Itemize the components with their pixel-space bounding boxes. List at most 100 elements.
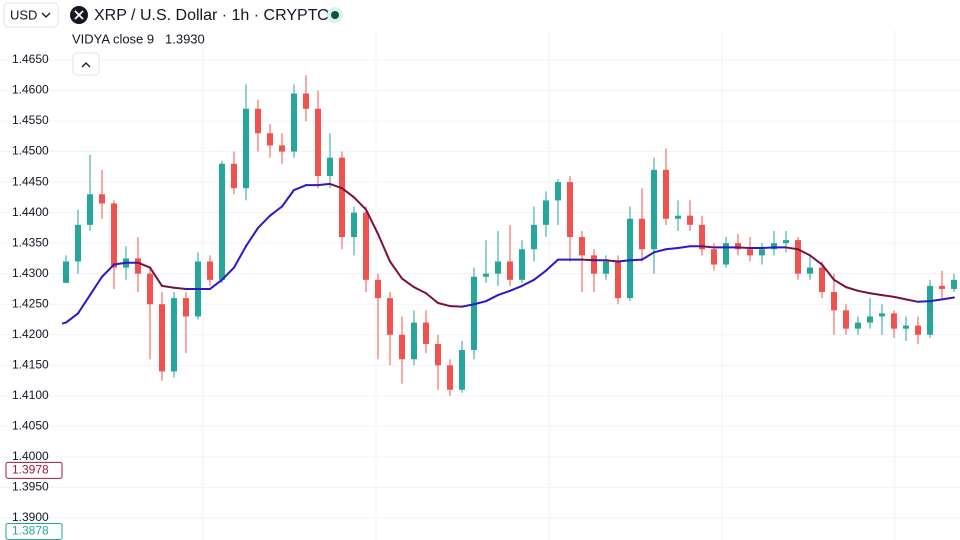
indicator-segment — [209, 278, 223, 290]
indicator-segment — [425, 292, 439, 305]
y-axis: 1.3900 1.3950 1.4000 1.4050 1.4100 1.4150 1.42… — [5, 52, 63, 540]
candle-body — [891, 313, 897, 329]
candle-body — [375, 279, 381, 299]
candle-body — [591, 255, 597, 274]
candle-body — [339, 157, 345, 238]
indicator-name: VIDYA close 9 — [72, 31, 154, 46]
candle-body — [711, 249, 717, 265]
candle-body — [771, 243, 777, 250]
candle-body — [603, 261, 609, 274]
indicator-segment — [329, 182, 343, 190]
y-tick-label: 1.4450 — [12, 174, 49, 188]
candle-body — [567, 182, 573, 238]
indicator-segment — [485, 294, 499, 303]
currency-button[interactable] — [3, 2, 59, 28]
dropdown-arrow — [41, 12, 51, 18]
indicator-segment — [605, 259, 619, 263]
candle-body — [255, 108, 261, 134]
candle-body — [411, 322, 417, 360]
candle-body — [183, 298, 189, 317]
indicator-segment — [905, 298, 919, 303]
y-tick-label: 1.4650 — [12, 52, 49, 66]
candle-body — [927, 285, 933, 335]
candle-body — [387, 298, 393, 335]
candle-body — [459, 350, 465, 390]
candle-body — [171, 298, 177, 372]
indicator-segment — [365, 208, 379, 235]
y-tick-label: 1.4550 — [12, 113, 49, 127]
candle-body — [327, 157, 333, 176]
candle-body — [495, 261, 501, 274]
indicator-segment — [101, 263, 115, 278]
indicator-segment — [221, 266, 235, 281]
candle-body — [231, 163, 237, 189]
indicator-segment — [89, 275, 103, 297]
price-label: 1.3878 — [12, 524, 49, 538]
indicator-segment — [173, 286, 187, 290]
candle-body — [663, 169, 669, 219]
candle-body — [735, 243, 741, 250]
indicator-segment — [545, 258, 559, 272]
candle-body — [111, 203, 117, 268]
candle-body — [219, 163, 225, 280]
indicator-segment — [821, 263, 835, 281]
y-tick-label: 1.3900 — [12, 510, 49, 524]
candle-body — [243, 108, 249, 189]
collapse-button[interactable] — [72, 52, 100, 76]
candle-body — [147, 273, 153, 305]
indicator-segment — [857, 289, 871, 295]
indicator-segment — [341, 187, 355, 199]
indicator-segment — [809, 254, 823, 266]
indicator-segment — [917, 300, 931, 303]
indicator-segment — [449, 305, 463, 308]
candle-body — [555, 182, 561, 201]
indicator-segment — [617, 259, 631, 263]
price-label-box — [5, 522, 63, 540]
candle-body — [75, 224, 81, 262]
candle-body — [579, 237, 585, 256]
candle-body — [399, 334, 405, 360]
candle-body — [63, 261, 69, 283]
indicator-segment — [881, 294, 895, 298]
indicator-segment — [581, 258, 595, 262]
candle-body — [903, 325, 909, 329]
plot — [61, 75, 957, 396]
y-tick-label: 1.3950 — [12, 480, 49, 494]
indicator-segment — [389, 260, 403, 280]
y-tick-label: 1.4200 — [12, 327, 49, 341]
symbol-icon-mark — [74, 10, 84, 20]
candle-body — [747, 249, 753, 256]
indicator-segment — [845, 286, 859, 292]
candle-body — [651, 169, 657, 250]
indicator-segment — [137, 261, 151, 269]
candle-body — [819, 267, 825, 293]
indicator-segment — [497, 289, 511, 297]
candle-body — [879, 313, 885, 317]
indicator-segment — [785, 246, 799, 251]
candle-body — [627, 218, 633, 299]
indicator-segment — [269, 205, 283, 217]
candle-body — [639, 218, 645, 250]
candle-body — [843, 310, 849, 329]
indicator-segment — [941, 296, 955, 301]
candle-body — [783, 240, 789, 244]
y-tick-label: 1.4400 — [12, 205, 49, 219]
candle-body — [795, 240, 801, 274]
indicator-segment — [245, 226, 259, 248]
indicator-start — [61, 321, 67, 325]
indicator-segment — [629, 258, 643, 262]
indicator-segment — [509, 284, 523, 292]
y-tick-label: 1.4350 — [12, 235, 49, 249]
candle-body — [447, 365, 453, 390]
candle-body — [267, 133, 273, 146]
candle-body — [207, 261, 213, 280]
indicator-segment — [929, 298, 943, 303]
indicator-segment — [437, 302, 451, 308]
indicator-segment — [893, 295, 907, 301]
candle-body — [831, 292, 837, 311]
indicator-segment — [869, 292, 883, 297]
y-tick-label: 1.4250 — [12, 296, 49, 310]
indicator-segment — [77, 294, 91, 315]
candle-body — [939, 285, 945, 289]
